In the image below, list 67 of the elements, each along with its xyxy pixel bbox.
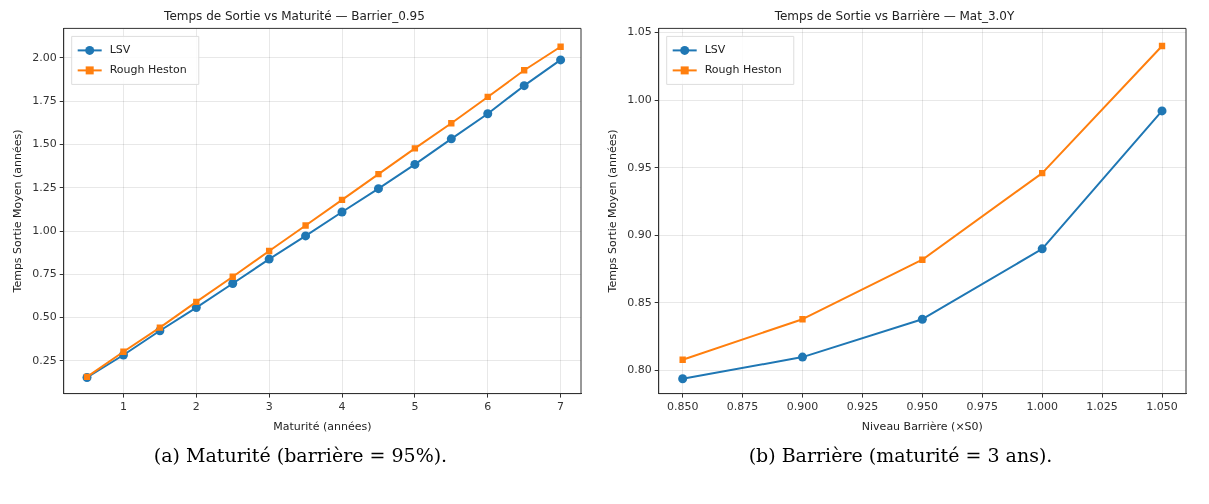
x-axis-title: Maturité (années) [273, 420, 372, 434]
y-axis-title: Temps Sortie Moyen (années) [606, 129, 620, 294]
x-tick-label: 0.875 [726, 400, 759, 414]
point [337, 207, 347, 217]
y-axis-title: Temps Sortie Moyen (années) [11, 129, 25, 294]
point [557, 43, 564, 50]
point [301, 231, 311, 241]
point [483, 109, 493, 119]
legend-label: Rough Heston [704, 63, 782, 77]
y-tick-label: 1.50 [32, 137, 57, 151]
y-tick-label: 0.80 [627, 363, 652, 377]
legend-label: LSV [704, 43, 726, 57]
y-tick-label: 1.75 [32, 94, 57, 108]
x-axis-title: Niveau Barrière (×S0) [861, 420, 983, 434]
point [917, 314, 927, 324]
x-tick-label: 4 [338, 400, 346, 414]
x-tick-label: 3 [265, 400, 273, 414]
y-tick-label: 1.00 [627, 92, 652, 106]
x-tick-label: 1 [119, 400, 127, 414]
text: (a) Maturité (barrière = 95%). [152, 444, 449, 466]
y-tick-label: 1.25 [32, 180, 57, 194]
point [519, 81, 529, 91]
x-tick-label: 1.000 [1026, 400, 1058, 414]
point [373, 184, 383, 194]
y-tick-label: 2.00 [32, 50, 57, 64]
chart-title: Temps de Sortie vs Barrière — Mat_3.0Y [773, 9, 1015, 24]
legend-label: Rough Heston [109, 63, 187, 77]
x-tick-label: 5 [411, 400, 419, 414]
y-tick-label: 0.25 [32, 353, 57, 367]
x-tick-label: 6 [484, 400, 492, 414]
y-tick-label: 0.75 [32, 267, 57, 281]
point [520, 67, 528, 74]
point [556, 55, 566, 65]
x-tick-label: 1.025 [1086, 400, 1118, 414]
x-tick-label: 2 [192, 400, 200, 414]
y-tick-label: 0.90 [627, 228, 652, 242]
point [302, 222, 309, 229]
point [1157, 106, 1167, 116]
point [156, 324, 164, 331]
x-tick-label: 0.900 [786, 400, 819, 414]
point [446, 134, 456, 144]
point [264, 254, 274, 264]
x-tick-label: 0.925 [846, 400, 879, 414]
point [678, 374, 688, 384]
point [799, 316, 806, 323]
point [228, 279, 238, 289]
x-tick-label: 1.050 [1146, 400, 1178, 414]
text: (b) Barrière (maturité = 3 ans). [747, 444, 1054, 466]
x-tick-label: 0.950 [906, 400, 939, 414]
legend-label: LSV [109, 43, 131, 57]
point [1037, 244, 1047, 254]
point [120, 348, 127, 355]
point [411, 145, 419, 152]
y-tick-label: 1.05 [627, 25, 652, 39]
chart-title: Temps de Sortie vs Maturité — Barrier_0.95 [163, 9, 425, 24]
y-tick-label: 1.00 [32, 223, 57, 237]
x-tick-label: 0.850 [666, 400, 699, 414]
point [679, 356, 686, 363]
point [798, 352, 807, 362]
y-tick-label: 0.50 [32, 310, 57, 324]
x-tick-label: 7 [557, 400, 565, 414]
point [375, 170, 382, 178]
y-tick-label: 0.95 [627, 160, 652, 174]
y-tick-label: 0.85 [627, 295, 652, 309]
point [410, 159, 420, 169]
x-tick-label: 0.975 [966, 400, 999, 414]
point [919, 256, 926, 263]
